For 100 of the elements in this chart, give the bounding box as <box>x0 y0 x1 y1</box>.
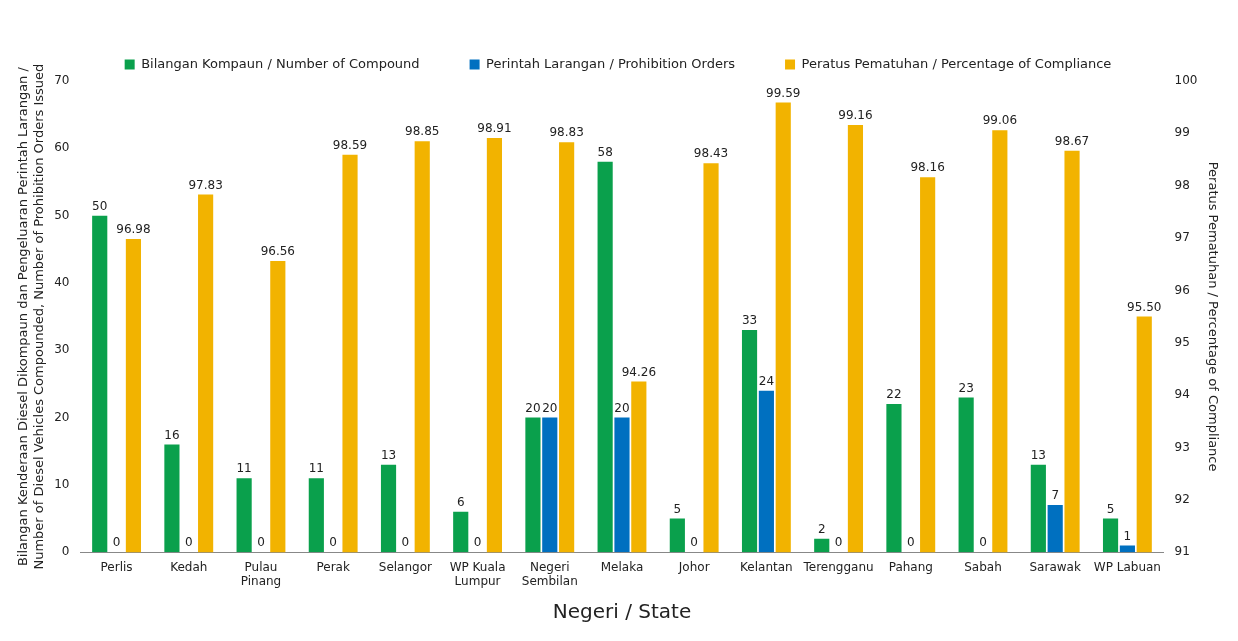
data-label: 6 <box>456 494 465 509</box>
data-label: 22 <box>886 387 902 402</box>
y-tick-label: 0 <box>61 544 70 559</box>
data-label: 20 <box>525 400 541 415</box>
data-label: 97.83 <box>188 177 223 192</box>
bar <box>886 404 902 553</box>
data-label: 5 <box>673 501 682 516</box>
data-label: 20 <box>542 400 558 415</box>
bar <box>597 161 613 553</box>
y2-tick-label: 91 <box>1174 544 1190 559</box>
data-label: 0 <box>112 535 121 550</box>
data-label: 0 <box>401 535 410 550</box>
x-tick-label: Pahang <box>888 559 933 574</box>
data-label: 13 <box>380 447 397 462</box>
x-tick-label: WP Labuan <box>1093 559 1161 574</box>
x-tick-label: Johor <box>677 559 710 574</box>
data-label: 98.67 <box>1054 133 1090 148</box>
legend-label: Perintah Larangan / Prohibition Orders <box>486 55 736 71</box>
bar <box>1030 464 1046 553</box>
data-label: 0 <box>184 535 193 550</box>
y2-tick-label: 94 <box>1174 387 1190 402</box>
y-tick-label: 40 <box>54 275 70 290</box>
bar <box>1047 505 1063 553</box>
data-label: 94.26 <box>621 364 657 379</box>
y2-tick-label: 100 <box>1174 73 1198 88</box>
data-label: 0 <box>329 535 337 550</box>
data-label: 99.16 <box>838 108 873 123</box>
x-tick-label: Sarawak <box>1029 559 1081 574</box>
bar <box>1119 545 1135 553</box>
legend-label: Bilangan Kompaun / Number of Compound <box>141 55 420 71</box>
x-tick-label: Pulau Pinang <box>240 559 282 588</box>
bar <box>741 330 758 553</box>
y-tick-label: 10 <box>54 477 70 492</box>
y2-tick-label: 97 <box>1174 230 1190 245</box>
data-label: 24 <box>758 373 775 388</box>
bar <box>542 417 558 553</box>
data-label: 11 <box>308 461 324 476</box>
bar <box>380 464 397 553</box>
data-label: 33 <box>741 313 758 328</box>
y-axis-title: Bilangan Kenderaan Diesel Dikompaun dan Pengeluaran Perintah Larangan / Number of Diesel Vehicles Compounded, Number of Prohibition Orders Issued <box>15 63 46 570</box>
y2-tick-label: 96 <box>1174 282 1190 297</box>
y2-tick-label: 92 <box>1174 491 1190 506</box>
x-tick-label: Negeri Sembilan <box>521 559 578 588</box>
data-label: 23 <box>958 380 974 395</box>
data-label: 98.83 <box>549 125 584 140</box>
x-axis-title: Negeri / State <box>552 599 692 624</box>
x-tick-label: WP Kuala Lumpur <box>449 559 506 588</box>
data-label: 98.91 <box>477 121 512 136</box>
data-label: 96.56 <box>260 244 295 259</box>
data-label: 98.59 <box>332 137 368 152</box>
y2-axis-title: Peratus Pematuhan / Percentage of Compliance <box>1205 161 1221 472</box>
data-label: 98.43 <box>693 146 729 161</box>
data-label: 95.50 <box>1127 299 1162 314</box>
data-label: 0 <box>906 535 915 550</box>
data-label: 98.16 <box>910 160 945 175</box>
bar <box>453 511 469 553</box>
bar <box>164 444 180 553</box>
bar <box>525 417 541 553</box>
bar <box>308 478 324 553</box>
y-tick-label: 50 <box>54 207 70 222</box>
data-label: 0 <box>473 535 482 550</box>
y2-tick-label: 95 <box>1174 334 1190 349</box>
data-label: 1 <box>1123 528 1132 543</box>
data-label: 58 <box>597 144 613 159</box>
data-label: 0 <box>257 535 265 550</box>
x-tick-label: Selangor <box>378 559 433 574</box>
data-label: 5 <box>1106 501 1115 516</box>
y-tick-label: 70 <box>54 73 70 88</box>
y2-tick-label: 99 <box>1174 125 1190 140</box>
data-label: 98.85 <box>405 124 440 139</box>
data-label: 0 <box>979 535 987 550</box>
data-label: 0 <box>834 535 843 550</box>
data-label: 96.98 <box>116 222 151 237</box>
x-tick-label: Terengganu <box>802 559 874 574</box>
x-tick-label: Perlis <box>100 559 133 574</box>
bar <box>1102 518 1119 553</box>
y2-tick-label: 93 <box>1174 439 1190 454</box>
y2-tick-label: 98 <box>1174 177 1190 192</box>
bar <box>669 518 685 553</box>
data-label: 50 <box>92 198 108 213</box>
data-label: 0 <box>690 535 698 550</box>
data-label: 20 <box>614 400 630 415</box>
data-label: 11 <box>236 461 252 476</box>
bar <box>236 478 252 553</box>
bar <box>814 538 830 553</box>
data-label: 99.06 <box>982 113 1018 128</box>
y-tick-label: 30 <box>54 342 70 357</box>
x-tick-label: Kelantan <box>740 559 793 574</box>
y-tick-label: 20 <box>54 409 70 424</box>
y-tick-label: 60 <box>54 140 70 155</box>
x-tick-label: Melaka <box>600 559 644 574</box>
x-tick-label: Sabah <box>964 559 1002 574</box>
x-tick-label: Kedah <box>170 559 208 574</box>
data-label: 7 <box>1051 488 1060 503</box>
x-tick-label: Perak <box>316 559 350 574</box>
data-label: 2 <box>817 521 826 536</box>
bar <box>958 397 974 553</box>
bar <box>92 215 108 553</box>
data-label: 13 <box>1030 447 1046 462</box>
data-label: 16 <box>164 427 180 442</box>
